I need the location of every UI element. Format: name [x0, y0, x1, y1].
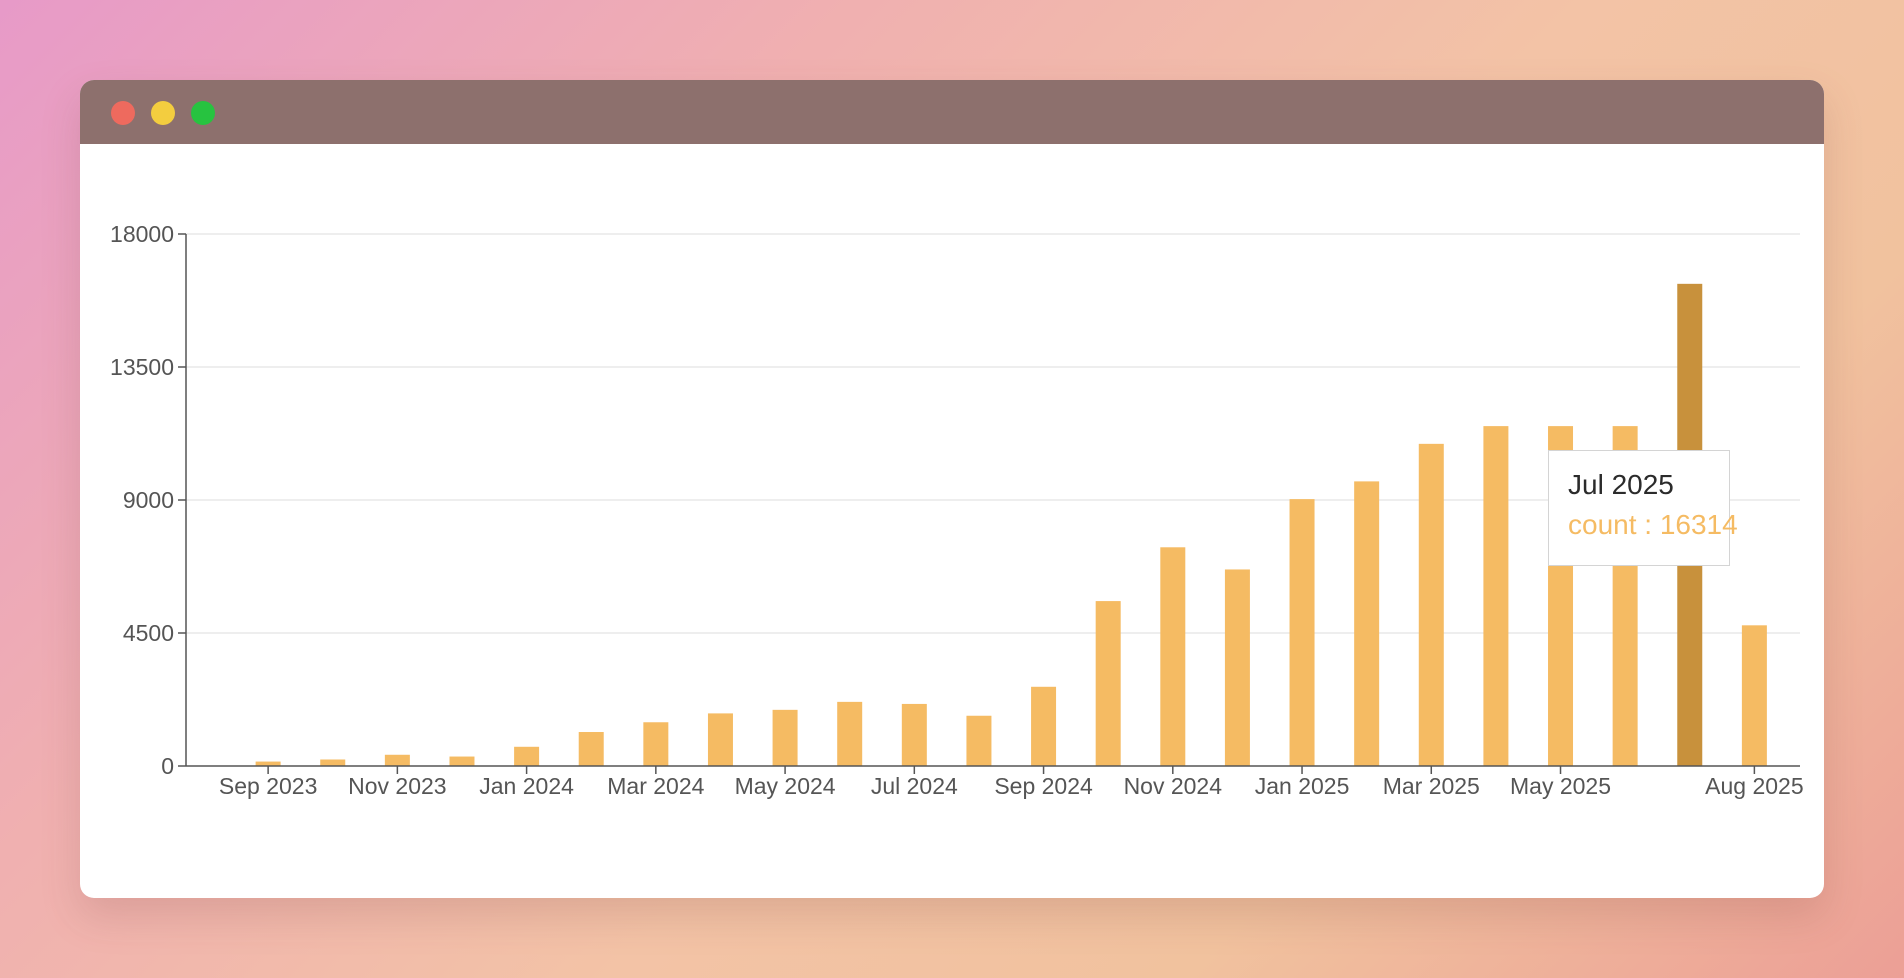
x-tick-label: May 2025 — [1510, 773, 1611, 799]
bar — [707, 713, 733, 766]
app-window: 0 4500 9000 13500 18000 Sep 2023 Nov 2023 Jan 2… — [80, 80, 1824, 898]
bar — [514, 746, 540, 766]
chart-tooltip: Jul 2025 count : 16314 — [1548, 450, 1738, 566]
x-tick-label: Sep 2023 — [219, 773, 317, 799]
x-tick-label: Mar 2025 — [1383, 773, 1480, 799]
y-tick-label: 9000 — [123, 487, 174, 513]
bar — [1031, 686, 1057, 766]
tooltip-separator: : — [1636, 509, 1660, 540]
y-tick-label: 0 — [161, 753, 174, 779]
x-tick-label: Nov 2024 — [1124, 773, 1223, 799]
bar — [255, 761, 281, 766]
bar — [901, 703, 927, 766]
bar — [1160, 547, 1186, 766]
bar — [772, 709, 798, 766]
bar — [449, 756, 475, 766]
bar — [578, 732, 604, 766]
x-tick-label: Jan 2025 — [1255, 773, 1350, 799]
zoom-window-button[interactable] — [191, 101, 215, 125]
window-titlebar — [80, 80, 1824, 144]
x-tick-label: Nov 2023 — [348, 773, 446, 799]
bar — [837, 701, 863, 766]
y-tick-label: 18000 — [110, 221, 174, 247]
bar — [1224, 569, 1250, 766]
bar — [1418, 443, 1444, 766]
y-tick-label: 13500 — [110, 354, 174, 380]
chart-area: 0 4500 9000 13500 18000 Sep 2023 Nov 2023 Jan 2… — [80, 144, 1824, 898]
x-tick-label: Mar 2024 — [607, 773, 704, 799]
bar — [384, 754, 410, 766]
x-tick-label: Sep 2024 — [994, 773, 1093, 799]
bar — [1741, 625, 1767, 766]
bar — [1354, 481, 1380, 766]
tooltip-value: 16314 — [1659, 509, 1738, 540]
close-window-button[interactable] — [111, 101, 135, 125]
x-tick-label: Jul 2024 — [871, 773, 958, 799]
bar — [1095, 601, 1121, 766]
x-tick-label: May 2024 — [735, 773, 836, 799]
bar — [643, 722, 669, 766]
bar — [1289, 499, 1315, 766]
bar — [966, 715, 992, 766]
tooltip-title: Jul 2025 — [1568, 469, 1674, 500]
tooltip-value-row: count : 16314 — [1568, 509, 1738, 541]
x-tick-label: Jan 2024 — [479, 773, 574, 799]
bar — [1483, 426, 1509, 766]
bar-chart: 0 4500 9000 13500 18000 Sep 2023 Nov 2023 Jan 2… — [110, 221, 1804, 799]
bar — [320, 759, 346, 766]
y-tick-label: 4500 — [123, 620, 174, 646]
x-tick-label: Aug 2025 — [1705, 773, 1803, 799]
minimize-window-button[interactable] — [151, 101, 175, 125]
tooltip-series-name: count — [1568, 509, 1637, 540]
